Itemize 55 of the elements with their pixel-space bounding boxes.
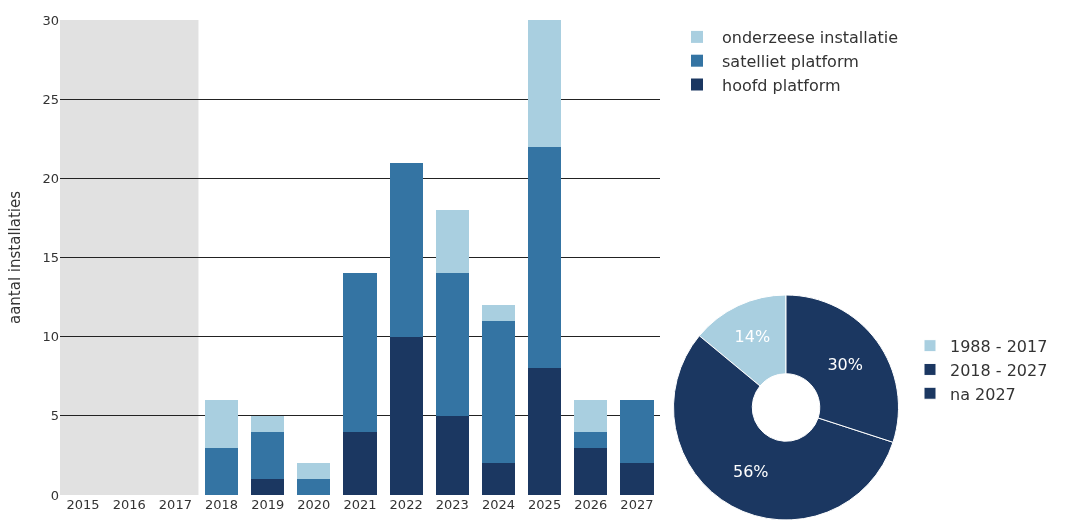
- bar: [251, 479, 285, 495]
- bar: [343, 273, 377, 432]
- y-tick-label: 30: [42, 12, 59, 28]
- bar: [574, 447, 608, 495]
- x-tick-label: 2023: [435, 497, 469, 512]
- x-tick-label: 2022: [389, 497, 423, 512]
- legend-label: hoofd platform: [722, 75, 841, 95]
- bar: [204, 447, 239, 495]
- y-tick-label: 25: [42, 91, 59, 107]
- bar: [620, 463, 654, 495]
- bar: [435, 273, 469, 416]
- x-tick-label: 2019: [251, 497, 285, 512]
- x-tick-label: 2025: [528, 497, 562, 512]
- bar: [297, 479, 331, 495]
- bar: [204, 400, 239, 448]
- y-tick-label: 10: [42, 329, 59, 345]
- bar: [528, 368, 562, 495]
- data-label: 30%: [827, 355, 863, 375]
- bar: [251, 431, 285, 480]
- x-tick-label: 2026: [574, 497, 608, 512]
- bar: [528, 20, 562, 147]
- bar: [481, 305, 516, 321]
- bar: [389, 336, 423, 495]
- data-label: 56%: [732, 462, 769, 482]
- x-tick-label: 2016: [112, 497, 146, 512]
- x-tick-label: 2024: [481, 497, 516, 512]
- bar: [435, 210, 469, 274]
- bar: [528, 146, 562, 369]
- legend-label: 2018 - 2027: [950, 360, 1048, 380]
- legend-label: onderzeese installatie: [722, 28, 899, 48]
- bar: [620, 400, 654, 464]
- y-tick-label: 20: [42, 170, 59, 186]
- y-tick-label: 0: [50, 487, 59, 503]
- legend-label: 1988 - 2017: [950, 336, 1048, 356]
- bar: [343, 431, 377, 495]
- bar: [389, 162, 423, 337]
- legend-label: satelliet platform: [722, 51, 859, 71]
- bar: [481, 320, 516, 464]
- bar: [297, 463, 331, 480]
- y-axis-title: aantal installaties: [6, 190, 24, 325]
- x-tick-label: 2021: [343, 497, 377, 512]
- y-tick-label: 15: [42, 250, 59, 266]
- x-tick-label: 2015: [66, 497, 100, 512]
- bar: [574, 431, 608, 448]
- x-tick-label: 2018: [204, 497, 239, 512]
- bar: [251, 415, 285, 432]
- legend-label: na 2027: [950, 384, 1016, 404]
- x-tick-label: 2020: [297, 497, 331, 512]
- bar: [481, 463, 516, 495]
- x-tick-label: 2017: [158, 497, 192, 512]
- bar: [435, 415, 469, 495]
- data-label: 14%: [734, 326, 771, 346]
- bar: [574, 400, 608, 432]
- x-tick-label: 2027: [620, 497, 654, 512]
- y-tick-label: 5: [50, 408, 59, 424]
